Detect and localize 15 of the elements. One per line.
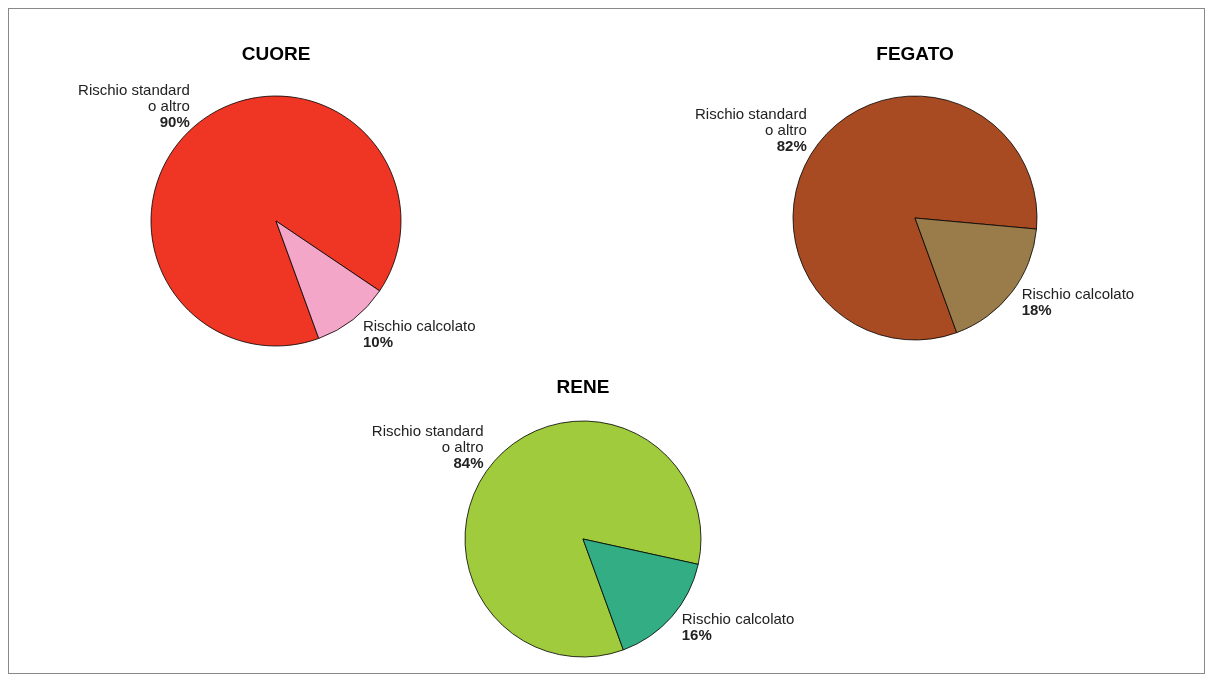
slice-label: Rischio standard o altro [695,104,807,138]
slice-label: Rischio standard o altro [371,421,484,455]
data-label: 18% [1021,301,1052,319]
slice-label: Rischio calcolato [362,317,476,335]
chart-title: CUORE [241,43,311,64]
chart-title: RENE [556,376,610,397]
data-label: 90% [159,112,190,130]
slice-label: Rischio calcolato [681,610,795,628]
slice-label: Rischio calcolato [1021,285,1135,303]
data-label: 84% [453,453,484,471]
slice-label: Rischio standard o altro [78,80,190,114]
data-label: 10% [362,333,393,351]
data-label: 16% [681,626,712,644]
chart-title: FEGATO [876,43,954,64]
data-label: 82% [776,136,807,154]
